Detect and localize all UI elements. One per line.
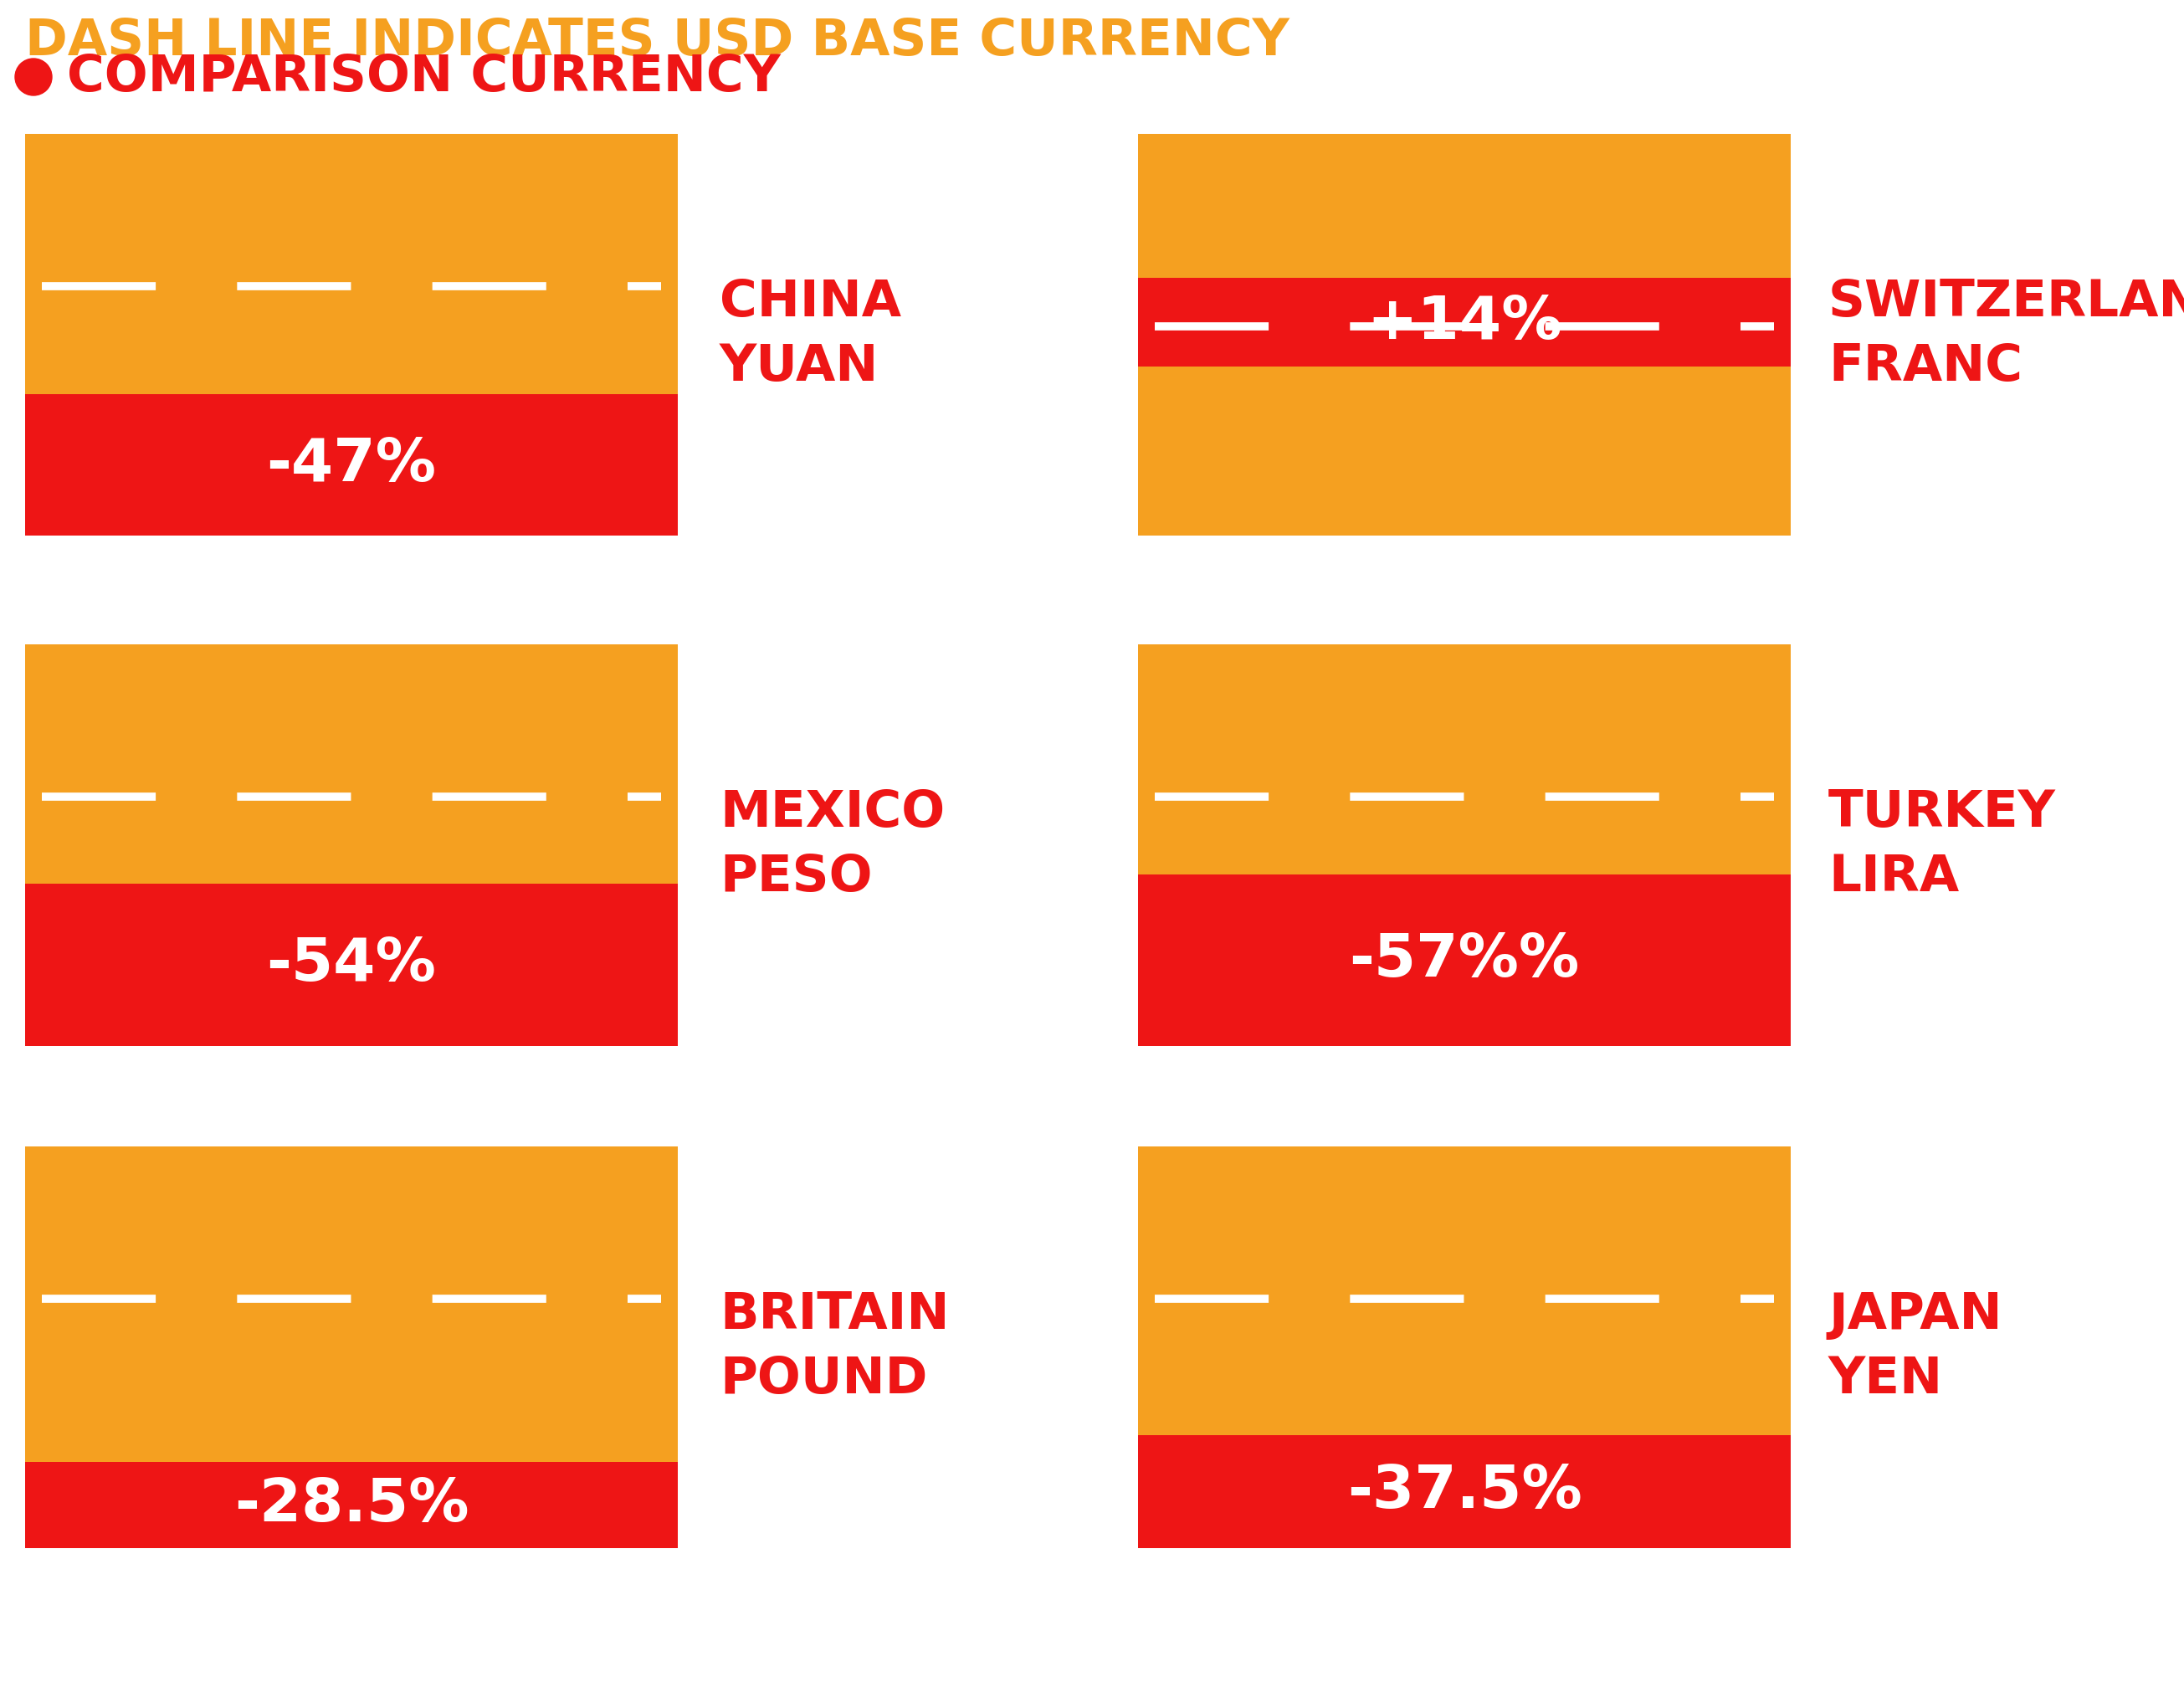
Text: -28.5%: -28.5%: [234, 1477, 470, 1534]
Bar: [1138, 278, 1791, 367]
Text: -54%: -54%: [266, 935, 437, 994]
Text: CHINA
YUAN: CHINA YUAN: [721, 278, 902, 392]
Text: -57%%: -57%%: [1350, 932, 1579, 989]
Text: JAPAN
YEN: JAPAN YEN: [1828, 1290, 2003, 1404]
Text: SWITZERLAND
FRANC: SWITZERLAND FRANC: [1828, 278, 2184, 392]
Text: BRITAIN
POUND: BRITAIN POUND: [721, 1290, 950, 1404]
Text: DASH LINE INDICATES USD BASE CURRENCY: DASH LINE INDICATES USD BASE CURRENCY: [24, 17, 1289, 66]
Text: -47%: -47%: [266, 436, 437, 493]
Bar: [1138, 1147, 1791, 1547]
Text: TURKEY
LIRA: TURKEY LIRA: [1828, 789, 2055, 902]
Bar: [24, 1462, 677, 1547]
Text: -37.5%: -37.5%: [1348, 1463, 1581, 1521]
Bar: [1138, 1435, 1791, 1547]
Bar: [1138, 644, 1791, 1046]
Bar: [24, 644, 677, 1046]
Bar: [24, 135, 677, 535]
Text: +14%: +14%: [1367, 293, 1562, 352]
Text: MEXICO
PESO: MEXICO PESO: [721, 789, 946, 902]
Bar: [1138, 135, 1791, 535]
Bar: [24, 1147, 677, 1547]
Bar: [24, 394, 677, 535]
Bar: [24, 883, 677, 1046]
Text: COMPARISON CURRENCY: COMPARISON CURRENCY: [68, 52, 780, 101]
Circle shape: [15, 59, 52, 96]
Bar: [1138, 875, 1791, 1046]
